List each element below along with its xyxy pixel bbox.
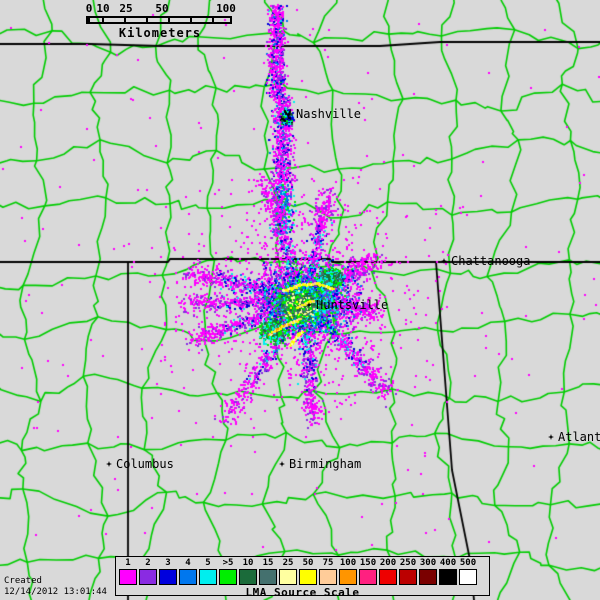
- legend-label-gt5: >5: [222, 558, 234, 568]
- scale-bar-rule: [86, 16, 232, 24]
- scale-tick-10: 10: [96, 2, 110, 15]
- scale-tick-100: 100: [216, 2, 236, 15]
- city-label: Atlanta: [558, 430, 600, 444]
- legend-label-50: 50: [302, 558, 314, 568]
- legend-label-75: 75: [322, 558, 334, 568]
- distance-scale-bar: 0 10 25 50 100 Kilometers: [85, 2, 236, 40]
- created-timestamp: 12/14/2012 13:01:44: [4, 587, 107, 597]
- city-label: Huntsville: [316, 298, 389, 312]
- legend-swatch-500[interactable]: [459, 569, 477, 585]
- legend-label-2: 2: [145, 558, 151, 568]
- legend-swatch-300[interactable]: [419, 569, 437, 585]
- legend-swatch-5[interactable]: [199, 569, 217, 585]
- city-label: Chattanooga: [451, 254, 531, 268]
- city-dot-icon: [548, 434, 554, 440]
- legend-swatch-1[interactable]: [119, 569, 137, 585]
- legend-swatch-gt5[interactable]: [219, 569, 237, 585]
- city-label: Columbus: [116, 457, 174, 471]
- legend-label-4: 4: [185, 558, 191, 568]
- legend-label-200: 200: [379, 558, 397, 568]
- legend-swatch-15[interactable]: [259, 569, 277, 585]
- legend-label-150: 150: [359, 558, 377, 568]
- city-label: Nashville: [296, 107, 362, 121]
- legend-label-400: 400: [439, 558, 457, 568]
- legend-label-15: 15: [262, 558, 274, 568]
- legend-swatch-150[interactable]: [359, 569, 377, 585]
- city-dot-icon: [441, 258, 447, 264]
- legend-title: LMA Source Scale: [245, 586, 360, 599]
- legend-swatch-25[interactable]: [279, 569, 297, 585]
- legend-swatches: [119, 569, 477, 585]
- legend-swatch-2[interactable]: [139, 569, 157, 585]
- city-label: Birmingham: [289, 457, 362, 471]
- scale-tick-25: 25: [119, 2, 133, 15]
- legend-label-1: 1: [125, 558, 131, 568]
- legend-swatch-400[interactable]: [439, 569, 457, 585]
- city-dot-icon: [306, 302, 312, 308]
- legend-swatch-250[interactable]: [399, 569, 417, 585]
- created-label: Created: [4, 576, 42, 586]
- legend-swatch-3[interactable]: [159, 569, 177, 585]
- legend-swatch-100[interactable]: [339, 569, 357, 585]
- legend-label-100: 100: [339, 558, 357, 568]
- legend-label-3: 3: [165, 558, 171, 568]
- scale-tick-50: 50: [155, 2, 169, 15]
- legend-swatch-200[interactable]: [379, 569, 397, 585]
- legend-label-10: 10: [242, 558, 254, 568]
- legend-label-500: 500: [459, 558, 477, 568]
- legend-label-250: 250: [399, 558, 417, 568]
- scale-unit-label: Kilometers: [118, 26, 202, 40]
- city-dot-icon: [279, 461, 285, 467]
- legend-labels: 1 2 3 4 5 >5 10 15 25 50 75 100 150 200 250 300 400 500: [119, 557, 477, 569]
- legend-swatch-75[interactable]: [319, 569, 337, 585]
- created-stamp: Created 12/14/2012 13:01:44: [4, 576, 107, 598]
- legend-swatch-50[interactable]: [299, 569, 317, 585]
- scale-tick-labels: 0 10 25 50 100: [85, 2, 236, 15]
- scale-tick-0: 0: [85, 2, 93, 15]
- legend-swatch-4[interactable]: [179, 569, 197, 585]
- city-dot-icon: [106, 461, 112, 467]
- legend-label-5: 5: [205, 558, 211, 568]
- legend-swatch-10[interactable]: [239, 569, 257, 585]
- city-dot-icon: [286, 111, 292, 117]
- legend-panel: 1 2 3 4 5 >5 10 15 25 50 75 100 150 200 250 300 400 500 L…: [115, 556, 490, 599]
- legend-label-300: 300: [419, 558, 437, 568]
- legend-label-25: 25: [282, 558, 294, 568]
